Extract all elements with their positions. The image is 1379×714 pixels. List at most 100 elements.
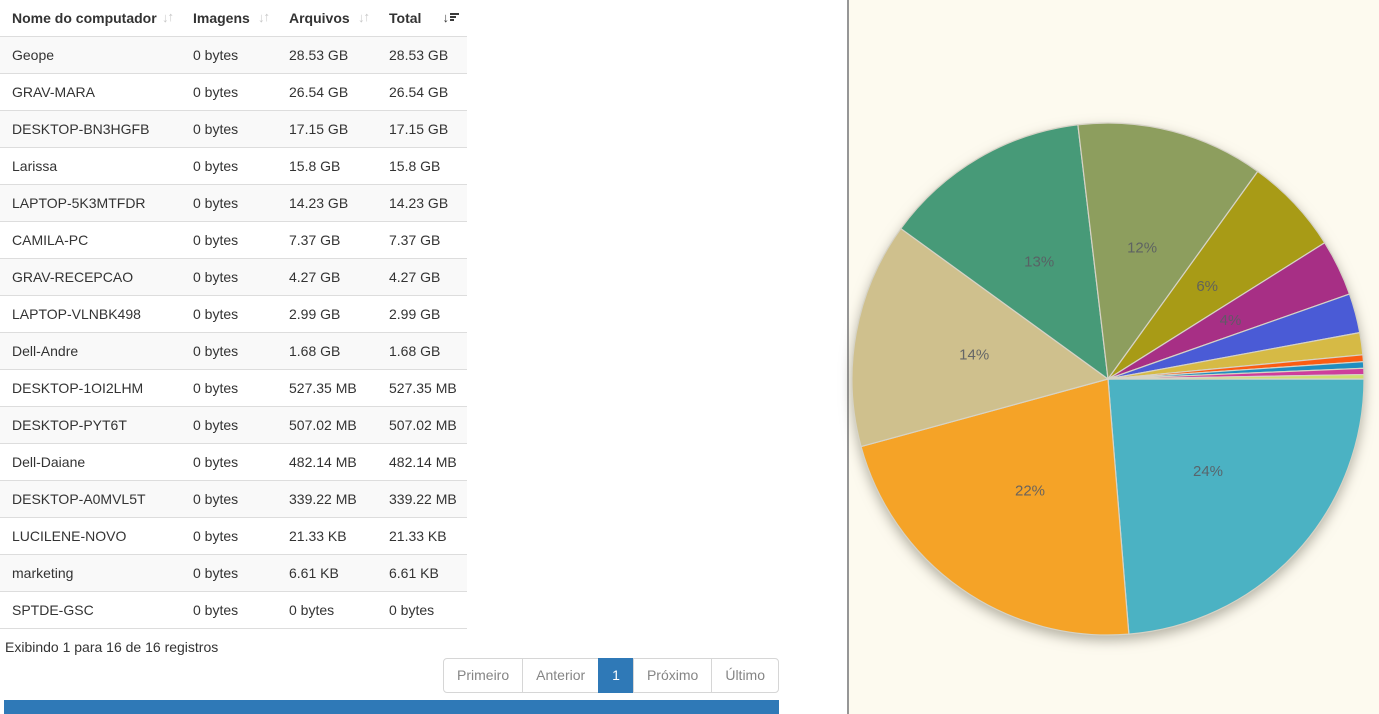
records-info-text: Exibindo 1 para 16 de 16 registros [5, 639, 219, 655]
page-button-último[interactable]: Último [711, 658, 779, 693]
images-cell: 0 bytes [181, 406, 277, 444]
sort-both-icon: ↓↑ [162, 9, 174, 25]
pie-slice-DESKTOP-A0MVL5T[interactable] [1107, 373, 1365, 380]
images-cell: 0 bytes [181, 221, 277, 259]
table-row: marketing 0 bytes 6.61 KB 6.61 KB [0, 554, 467, 592]
column-label: Imagens [193, 10, 250, 26]
panel-divider [847, 0, 849, 714]
total-cell: 14.23 GB [377, 184, 467, 222]
computer-name-cell: LAPTOP-VLNBK498 [0, 295, 181, 333]
total-cell: 507.02 MB [377, 406, 467, 444]
images-cell: 0 bytes [181, 147, 277, 185]
table-row: CAMILA-PC 0 bytes 7.37 GB 7.37 GB [0, 221, 467, 259]
images-cell: 0 bytes [181, 332, 277, 370]
files-cell: 17.15 GB [277, 110, 377, 148]
table-row: LAPTOP-VLNBK498 0 bytes 2.99 GB 2.99 GB [0, 295, 467, 333]
computer-name-cell: marketing [0, 554, 181, 592]
computers-table: ↓↑ Nome do computador ↓↑ Imagens ↓↑ Arqu… [0, 0, 467, 629]
computers-table-panel: ↓↑ Nome do computador ↓↑ Imagens ↓↑ Arqu… [0, 0, 779, 714]
table-row: Larissa 0 bytes 15.8 GB 15.8 GB [0, 147, 467, 185]
pie-slice-LAPTOP-5K3MTFDR[interactable] [1077, 122, 1259, 381]
files-cell: 1.68 GB [277, 332, 377, 370]
pie-slice-percentage-label: 6% [1196, 278, 1218, 295]
total-cell: 26.54 GB [377, 73, 467, 111]
table-row: Dell-Daiane 0 bytes 482.14 MB 482.14 MB [0, 443, 467, 481]
section-header-bar [4, 700, 779, 714]
page-button-1[interactable]: 1 [598, 658, 634, 693]
total-cell: 339.22 MB [377, 480, 467, 518]
column-header-images[interactable]: ↓↑ Imagens [181, 0, 277, 37]
computer-name-cell: DESKTOP-PYT6T [0, 406, 181, 444]
total-cell: 28.53 GB [377, 36, 467, 74]
total-cell: 15.8 GB [377, 147, 467, 185]
pagination: Primeiro Anterior 1 Próximo Último [443, 658, 779, 693]
total-cell: 2.99 GB [377, 295, 467, 333]
files-cell: 507.02 MB [277, 406, 377, 444]
files-cell: 482.14 MB [277, 443, 377, 481]
pie-slice-DESKTOP-BN3HGFB[interactable] [851, 227, 1110, 448]
pie-slice-Larissa[interactable] [900, 124, 1109, 381]
column-header-computer-name[interactable]: ↓↑ Nome do computador [0, 0, 181, 37]
images-cell: 0 bytes [181, 517, 277, 555]
page-button-primeiro[interactable]: Primeiro [443, 658, 524, 693]
computer-name-cell: Geope [0, 36, 181, 74]
files-cell: 21.33 KB [277, 517, 377, 555]
computer-name-cell: Dell-Daiane [0, 443, 181, 481]
table-row: LAPTOP-5K3MTFDR 0 bytes 14.23 GB 14.23 GB [0, 184, 467, 222]
table-row: Dell-Andre 0 bytes 1.68 GB 1.68 GB [0, 332, 467, 370]
images-cell: 0 bytes [181, 258, 277, 296]
storage-pie-chart: 24% 22% 14% 13% 12% 6%4% [851, 122, 1365, 636]
computer-name-cell: GRAV-MARA [0, 73, 181, 111]
page-button-anterior[interactable]: Anterior [522, 658, 600, 693]
total-cell: 1.68 GB [377, 332, 467, 370]
files-cell: 4.27 GB [277, 258, 377, 296]
files-cell: 28.53 GB [277, 36, 377, 74]
files-cell: 527.35 MB [277, 369, 377, 407]
total-cell: 482.14 MB [377, 443, 467, 481]
pie-slice-percentage-label: 14% [959, 347, 989, 364]
total-cell: 4.27 GB [377, 258, 467, 296]
column-label: Arquivos [289, 10, 350, 26]
computer-name-cell: SPTDE-GSC [0, 591, 181, 629]
sort-both-icon: ↓↑ [258, 9, 270, 25]
total-cell: 7.37 GB [377, 221, 467, 259]
column-label: Nome do computador [12, 10, 157, 26]
sort-desc-icon: ↓ [443, 11, 459, 25]
files-cell: 15.8 GB [277, 147, 377, 185]
images-cell: 0 bytes [181, 443, 277, 481]
column-header-total[interactable]: ↓ Total [377, 0, 467, 37]
computer-name-cell: DESKTOP-1OI2LHM [0, 369, 181, 407]
pie-slice-Geope[interactable] [1107, 378, 1365, 635]
computer-name-cell: CAMILA-PC [0, 221, 181, 259]
table-row: LUCILENE-NOVO 0 bytes 21.33 KB 21.33 KB [0, 517, 467, 555]
total-cell: 527.35 MB [377, 369, 467, 407]
files-cell: 2.99 GB [277, 295, 377, 333]
table-row: DESKTOP-BN3HGFB 0 bytes 17.15 GB 17.15 GB [0, 110, 467, 148]
images-cell: 0 bytes [181, 591, 277, 629]
computer-name-cell: DESKTOP-A0MVL5T [0, 480, 181, 518]
computer-name-cell: Dell-Andre [0, 332, 181, 370]
column-label: Total [389, 10, 422, 26]
computer-name-cell: Larissa [0, 147, 181, 185]
files-cell: 0 bytes [277, 591, 377, 629]
table-row: GRAV-RECEPCAO 0 bytes 4.27 GB 4.27 GB [0, 258, 467, 296]
pie-slice-percentage-label: 12% [1127, 239, 1157, 256]
sort-both-icon: ↓↑ [358, 9, 370, 25]
total-cell: 17.15 GB [377, 110, 467, 148]
total-cell: 0 bytes [377, 591, 467, 629]
computer-name-cell: DESKTOP-BN3HGFB [0, 110, 181, 148]
images-cell: 0 bytes [181, 73, 277, 111]
pie-slice-percentage-label: 13% [1024, 254, 1054, 271]
files-cell: 339.22 MB [277, 480, 377, 518]
images-cell: 0 bytes [181, 110, 277, 148]
table-row: Geope 0 bytes 28.53 GB 28.53 GB [0, 36, 467, 74]
column-header-files[interactable]: ↓↑ Arquivos [277, 0, 377, 37]
files-cell: 6.61 KB [277, 554, 377, 592]
pie-slice-percentage-label: 24% [1193, 463, 1223, 480]
table-header-row: ↓↑ Nome do computador ↓↑ Imagens ↓↑ Arqu… [0, 0, 467, 37]
files-cell: 7.37 GB [277, 221, 377, 259]
pie-slice-GRAV-MARA[interactable] [860, 378, 1130, 636]
page-button-próximo[interactable]: Próximo [632, 658, 713, 693]
computer-name-cell: GRAV-RECEPCAO [0, 258, 181, 296]
